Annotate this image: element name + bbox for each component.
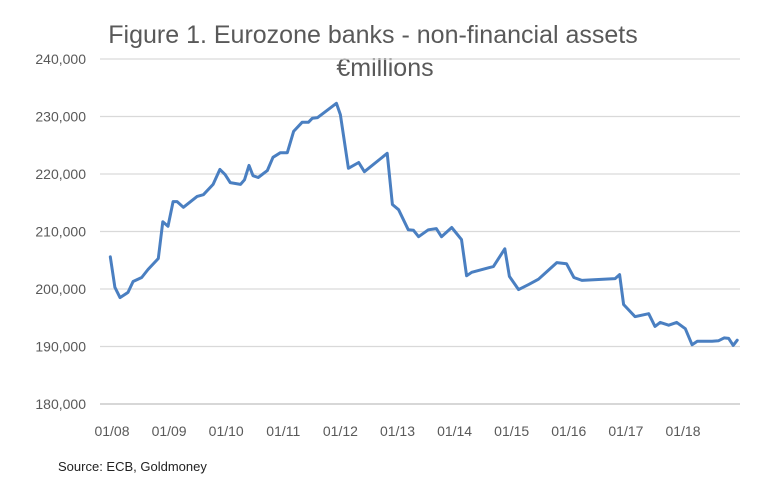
y-tick-label: 230,000 xyxy=(35,109,86,125)
x-tick-label: 01/08 xyxy=(94,423,129,439)
chart-title: Figure 1. Eurozone banks - non-financial… xyxy=(108,21,637,49)
x-tick-label: 01/16 xyxy=(551,423,586,439)
y-tick-label: 220,000 xyxy=(35,166,86,182)
y-tick-label: 210,000 xyxy=(35,224,86,240)
x-tick-label: 01/17 xyxy=(608,423,643,439)
series-line xyxy=(108,101,739,347)
y-tick-label: 240,000 xyxy=(35,51,86,67)
x-tick-label: 01/11 xyxy=(266,423,300,439)
source-note: Source: ECB, Goldmoney xyxy=(58,459,207,474)
x-tick-label: 01/18 xyxy=(665,423,700,439)
y-tick-label: 180,000 xyxy=(35,396,86,412)
x-tick-label: 01/15 xyxy=(494,423,529,439)
chart-subtitle: €millions xyxy=(336,54,433,82)
x-tick-label: 01/12 xyxy=(323,423,358,439)
x-tick-label: 01/09 xyxy=(152,423,187,439)
x-tick-label: 01/13 xyxy=(380,423,415,439)
x-tick-label: 01/10 xyxy=(209,423,244,439)
y-tick-label: 200,000 xyxy=(35,281,86,297)
y-tick-label: 190,000 xyxy=(35,339,86,355)
x-tick-label: 01/14 xyxy=(437,423,472,439)
